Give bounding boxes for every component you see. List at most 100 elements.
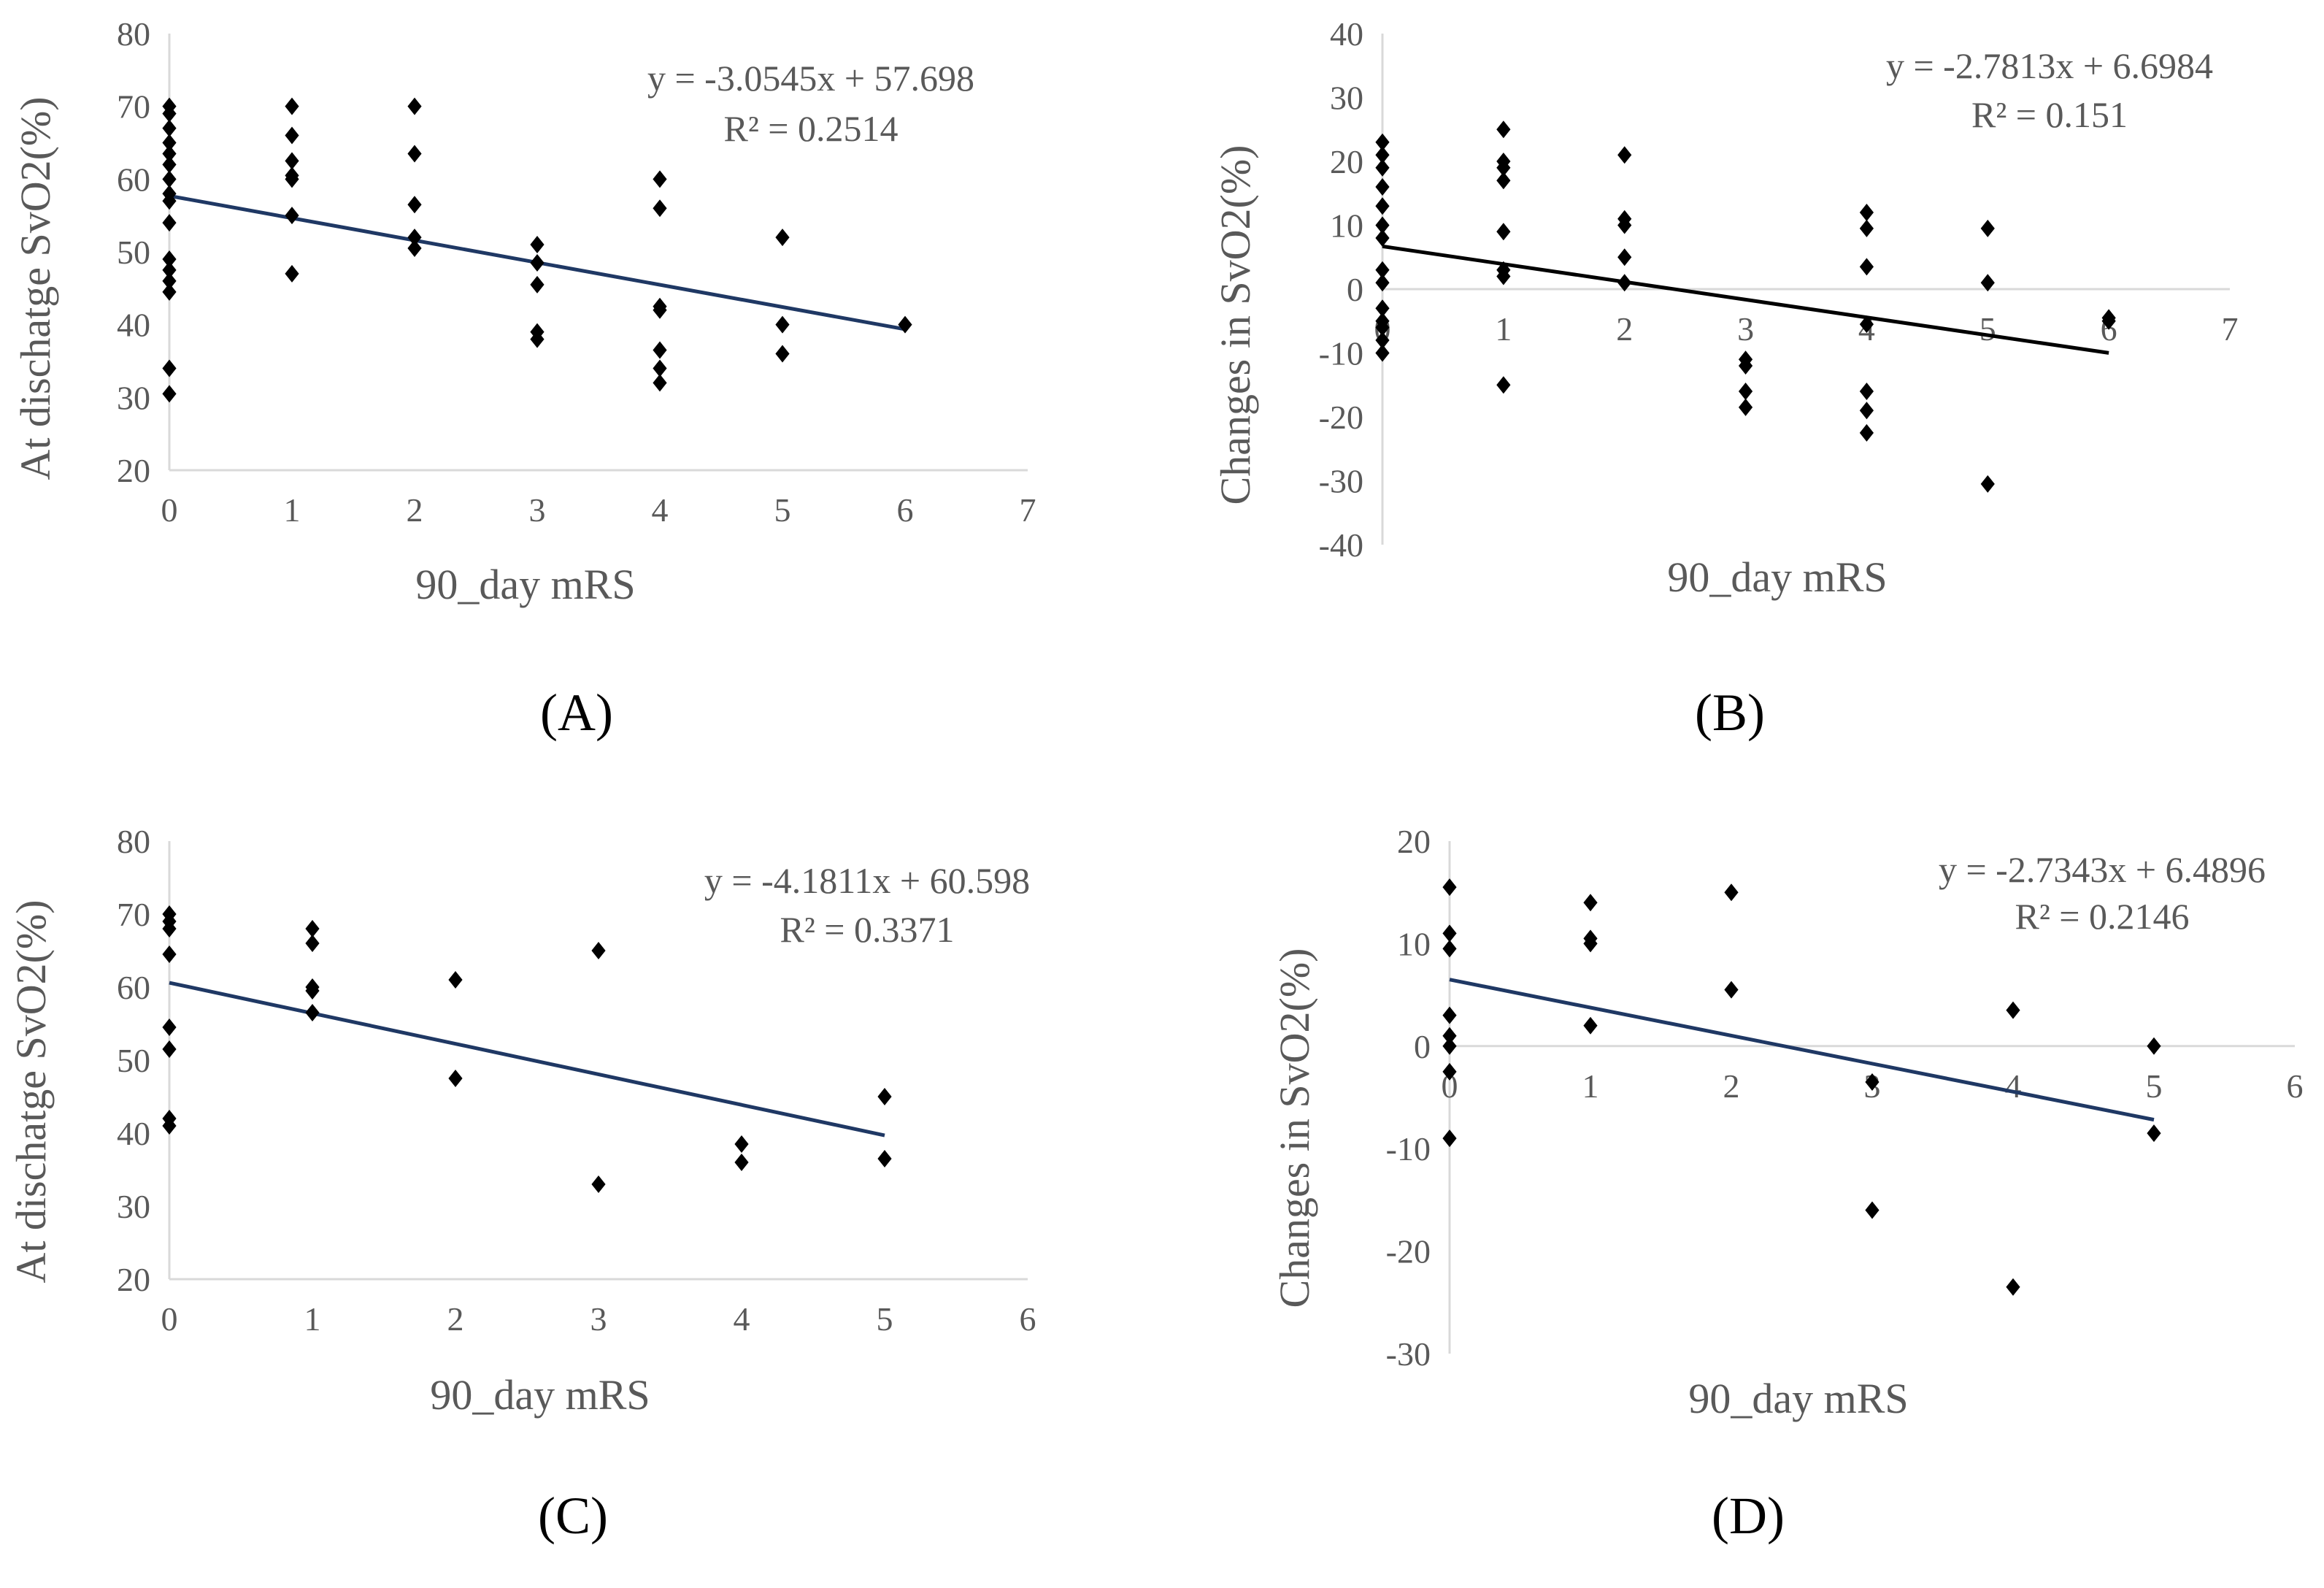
data-point	[653, 170, 667, 188]
data-point	[1859, 402, 1874, 420]
data-point	[305, 1004, 320, 1021]
x-tick-label: 2	[1616, 310, 1633, 348]
y-tick-label: 10	[1330, 207, 1363, 245]
data-point	[162, 283, 177, 301]
data-point	[305, 982, 320, 1000]
data-point	[591, 942, 606, 959]
y-tick-label: 30	[117, 1188, 150, 1225]
data-point	[1865, 1201, 1879, 1219]
chart-panel-1: 20 30 40 50 60 70 80 0 1 2 3 4 5 6 7 y = -3.0545x + 57.…	[12, 15, 1036, 742]
data-point	[775, 229, 790, 247]
data-point	[734, 1154, 749, 1171]
x-tick-label: 4	[2005, 1067, 2022, 1105]
x-axis-title: 90_day mRS	[1688, 1375, 1908, 1422]
data-point	[734, 1135, 749, 1153]
x-tick-label: 6	[897, 491, 914, 529]
data-point	[407, 239, 422, 258]
data-point	[1859, 423, 1874, 442]
data-point	[1496, 120, 1511, 139]
y-tick-label: 0	[1414, 1028, 1431, 1065]
data-point	[1375, 158, 1390, 177]
y-tick-label: 70	[117, 896, 150, 933]
data-point	[1375, 229, 1390, 247]
data-point	[162, 104, 177, 123]
trendline	[1449, 978, 2155, 1122]
data-point	[162, 920, 177, 937]
data-point	[530, 236, 545, 254]
y-tick-label: 40	[1330, 15, 1363, 53]
y-tick-label: -40	[1319, 526, 1363, 564]
x-tick-label: 2	[1723, 1067, 1740, 1105]
y-tick-label: 10	[1397, 925, 1431, 962]
y-tick-label: 40	[117, 1115, 150, 1152]
panel-label: (C)	[538, 1487, 608, 1545]
data-point	[653, 374, 667, 392]
data-point	[653, 341, 667, 359]
x-axis-title: 90_day mRS	[415, 561, 635, 608]
panel-label: (B)	[1695, 683, 1765, 742]
trendline-r-squared: R² = 0.2146	[2015, 896, 2189, 937]
y-axis-title: At dischatge SvO2(%)	[7, 900, 55, 1283]
data-point	[407, 97, 422, 115]
data-point	[448, 971, 463, 989]
y-tick-label: -30	[1386, 1335, 1431, 1373]
data-point	[162, 385, 177, 403]
x-tick-label: 4	[652, 491, 669, 529]
y-tick-label: 30	[117, 379, 150, 416]
data-point	[1375, 261, 1390, 279]
chart-panel-4: -30-20-10010200123456y = -2.7343x + 6.48…	[1271, 823, 2304, 1545]
trendline-equation: y = -3.0545x + 57.698	[647, 58, 974, 99]
data-point	[877, 1150, 892, 1167]
y-tick-label: 20	[1330, 143, 1363, 180]
data-point	[653, 301, 667, 319]
data-point	[162, 134, 177, 152]
data-point	[1375, 344, 1390, 362]
trendline-equation: y = -2.7813x + 6.6984	[1886, 45, 2213, 86]
data-point	[162, 119, 177, 137]
x-tick-label: 5	[877, 1300, 893, 1338]
data-point	[162, 170, 177, 188]
data-point	[1375, 331, 1390, 349]
data-point	[1496, 376, 1511, 394]
data-point	[1583, 1016, 1598, 1035]
data-point	[1738, 398, 1753, 416]
trendline	[169, 981, 885, 1138]
chart-panel-3: 20 30 40 50 60 70 80 0 1 2 3 4 5 6 y = -4.1811x + 60.5…	[7, 823, 1036, 1545]
x-tick-label: 0	[1442, 1067, 1458, 1105]
x-tick-label: 6	[1020, 1300, 1036, 1338]
data-point	[1859, 315, 1874, 334]
x-tick-label: 5	[2146, 1067, 2163, 1105]
y-tick-label: -10	[1386, 1130, 1431, 1167]
data-point	[162, 359, 177, 377]
data-point	[1375, 146, 1390, 164]
trendline-r-squared: R² = 0.151	[1971, 94, 2128, 135]
data-point	[162, 214, 177, 232]
data-point	[1496, 158, 1511, 177]
data-point	[2006, 1278, 2020, 1296]
x-tick-label: 4	[734, 1300, 750, 1338]
data-point	[591, 1175, 606, 1193]
data-point	[1583, 935, 1598, 953]
x-axis-title: 90_day mRS	[1667, 553, 1887, 601]
data-point	[285, 126, 299, 145]
data-point	[1442, 1006, 1457, 1024]
data-point	[653, 199, 667, 218]
data-point	[1859, 383, 1874, 400]
data-point	[285, 152, 299, 170]
x-tick-label: 0	[161, 1300, 178, 1338]
data-point	[162, 1040, 177, 1058]
y-tick-label: 50	[117, 1042, 150, 1079]
data-point	[1442, 878, 1457, 897]
data-point	[1980, 274, 1995, 292]
x-tick-label: 1	[304, 1300, 321, 1338]
data-point	[162, 250, 177, 268]
data-point	[1617, 216, 1632, 234]
x-tick-label: 5	[774, 491, 791, 529]
x-tick-label: 1	[1495, 310, 1512, 348]
data-point	[162, 192, 177, 210]
y-tick-label: 50	[117, 234, 150, 271]
panel-label: (A)	[540, 683, 613, 742]
data-point	[898, 315, 912, 334]
